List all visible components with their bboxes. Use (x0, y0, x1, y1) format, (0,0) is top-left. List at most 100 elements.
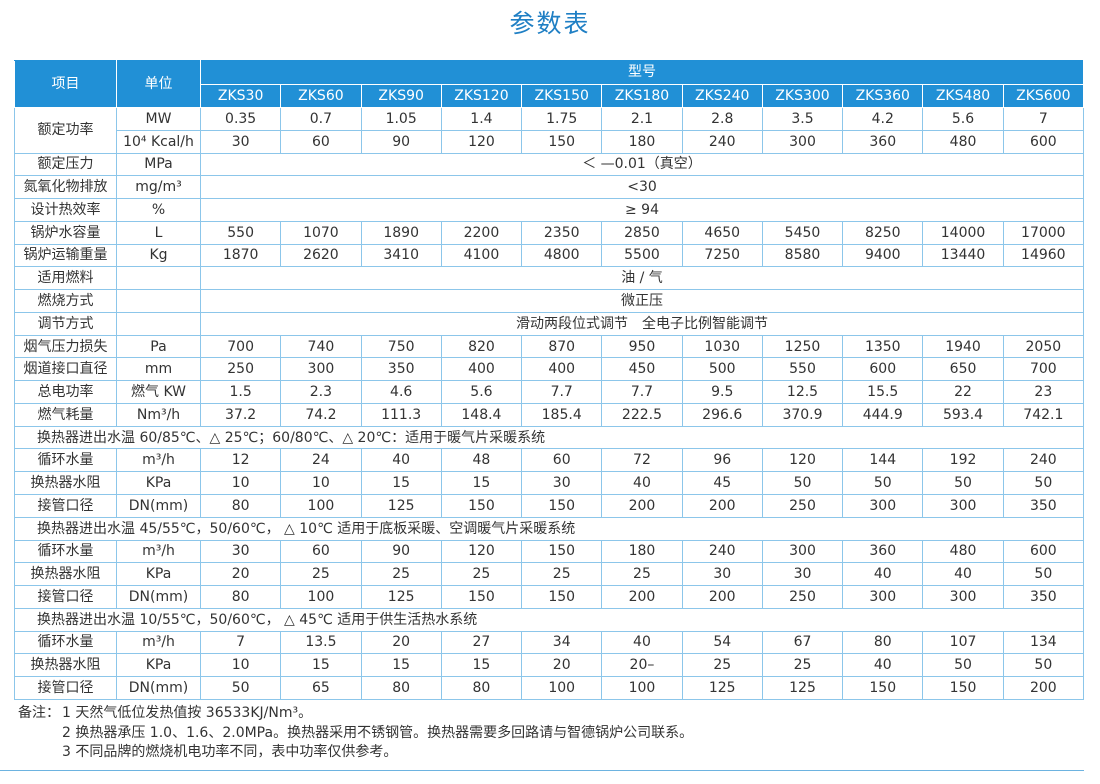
value-cell: 1.5 (199, 380, 282, 404)
value-cell: 5.6 (440, 380, 523, 404)
value-cell: 125 (761, 676, 844, 700)
value-cell: 67 (761, 630, 844, 655)
note-item: 3 不同品牌的燃烧机电功率不同，表中功率仅供参考。 (62, 744, 398, 760)
value-cell: 80 (360, 676, 442, 700)
value-cell: 150 (440, 494, 523, 518)
value-cell: 350 (1002, 585, 1085, 609)
value-cell: 72 (601, 448, 683, 473)
model-header: ZKS120 (440, 83, 523, 108)
value-cell: 1030 (681, 334, 763, 359)
value-cell: 296.6 (681, 402, 763, 427)
unit-cell: Pa (116, 334, 201, 359)
value-cell: 870 (521, 334, 603, 359)
value-cell: 40 (922, 562, 1004, 587)
item-cell: 额定功率 (14, 107, 117, 154)
value-cell: 25 (440, 562, 523, 587)
value-cell: 50 (922, 653, 1004, 678)
item-cell: 接管口径 (14, 676, 117, 700)
value-cell: 300 (842, 494, 924, 518)
value-cell: 200 (601, 585, 683, 609)
value-cell: 350 (1002, 494, 1085, 518)
table-row: 适用燃料 油 / 气 (14, 266, 1084, 291)
value-cell: 23 (1002, 380, 1085, 404)
value-cell: 150 (521, 539, 603, 564)
value-cell: 4650 (681, 220, 763, 245)
item-cell: 烟道接口直径 (14, 357, 117, 382)
value-cell: 12 (199, 448, 282, 473)
value-cell: 0.7 (280, 107, 362, 131)
value-cell: 120 (440, 129, 523, 154)
table-row: 设计热效率% ≥ 94 (14, 198, 1084, 222)
value-cell: 1890 (360, 220, 442, 245)
value-cell: 400 (440, 357, 523, 382)
unit-cell: % (116, 198, 201, 222)
value-cell: 480 (922, 539, 1004, 564)
unit-cell (116, 311, 201, 336)
value-cell: 550 (199, 220, 282, 245)
model-header: ZKS240 (681, 83, 763, 108)
value-cell: 200 (681, 494, 763, 518)
value-cell: 700 (199, 334, 282, 359)
value-cell: 7250 (681, 243, 763, 268)
value-cell: 1.05 (360, 107, 442, 131)
value-cell: 80 (199, 494, 282, 518)
value-cell: 120 (440, 539, 523, 564)
unit-cell: KPa (116, 653, 201, 678)
table-row: 循环水量 m³/h 7 13.5 20 27 34 40 54 67 80 107 134 (14, 630, 1085, 655)
merged-cell: ＜ —0.01（真空） (200, 152, 1084, 177)
value-cell: 750 (360, 334, 442, 359)
header-row: 项目 单位 型号 (14, 60, 1084, 108)
value-cell: 444.9 (842, 402, 924, 427)
value-cell: 10 (280, 471, 362, 496)
value-cell: 148.4 (440, 402, 523, 427)
value-cell: 240 (681, 129, 763, 154)
value-cell: 80 (842, 630, 924, 655)
value-cell: 250 (761, 585, 844, 609)
unit-cell: MW (116, 107, 201, 131)
item-cell: 锅炉水容量 (14, 220, 117, 245)
value-cell: 9.5 (681, 380, 763, 404)
unit-cell: KPa (116, 471, 201, 496)
value-cell: 4.2 (842, 107, 924, 131)
value-cell: 4.6 (360, 380, 442, 404)
value-cell: 2.1 (601, 107, 683, 131)
value-cell: 192 (922, 448, 1004, 473)
value-cell: 200 (681, 585, 763, 609)
value-cell: 480 (922, 129, 1004, 154)
item-cell: 换热器水阻 (14, 653, 117, 678)
value-cell: 17000 (1002, 220, 1085, 245)
value-cell: 48 (440, 448, 523, 473)
value-cell: 10 (199, 471, 282, 496)
value-cell: 50 (1002, 471, 1085, 496)
value-cell: 13.5 (280, 630, 362, 655)
table-row: 换热器水阻 KPa 10 10 15 15 30 40 45 50 50 50 50 (14, 471, 1085, 496)
table-row: 额定功率 MW 0.35 0.7 1.05 1.4 1.75 2.1 2.8 3.5 4.2 5.6 7 (14, 107, 1085, 154)
value-cell: 600 (1002, 129, 1085, 154)
table-row: 换热器进出水温 60/85℃、△ 25℃；60/80℃、△ 20℃：适用于暖气片… (14, 425, 1084, 450)
item-cell: 循环水量 (14, 630, 117, 655)
value-cell: 24 (280, 448, 362, 473)
value-cell: 25 (761, 653, 844, 678)
value-cell: 240 (681, 539, 763, 564)
value-cell: 200 (1002, 676, 1085, 700)
value-cell: 222.5 (601, 402, 683, 427)
value-cell: 1.75 (521, 107, 603, 131)
value-cell: 5500 (601, 243, 683, 268)
value-cell: 15 (280, 653, 362, 678)
table-body: 额定功率 MW 0.35 0.7 1.05 1.4 1.75 2.1 2.8 3.5 4.2 5.6 7… (14, 107, 1085, 700)
notes-list: 1 天然气低位发热值按 36533KJ/Nm³。 2 换热器承压 1.0、1.6、… (62, 704, 693, 763)
table-row: 换热器水阻 KPa 10 15 15 15 20 20– 25 25 40 50 50 (14, 653, 1085, 678)
value-cell: 350 (360, 357, 442, 382)
unit-cell: DN(mm) (116, 585, 201, 609)
value-cell: 200 (601, 494, 683, 518)
value-cell: 950 (601, 334, 683, 359)
value-cell: 740 (280, 334, 362, 359)
notes: 备注： 1 天然气低位发热值按 36533KJ/Nm³。 2 换热器承压 1.0、… (18, 704, 693, 763)
value-cell: 25 (360, 562, 442, 587)
value-cell: 150 (521, 585, 603, 609)
item-cell: 总电功率 (14, 380, 117, 404)
value-cell: 820 (440, 334, 523, 359)
value-cell: 1940 (922, 334, 1004, 359)
value-cell: 120 (761, 448, 844, 473)
value-cell: 2350 (521, 220, 603, 245)
